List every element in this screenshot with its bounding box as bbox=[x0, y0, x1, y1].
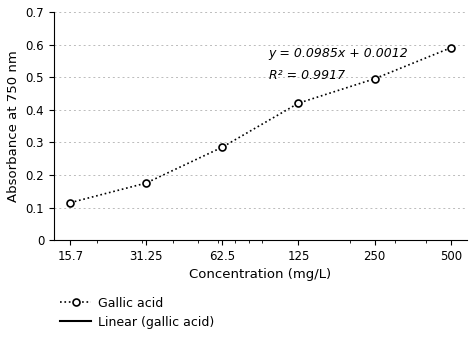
Legend: Gallic acid, Linear (gallic acid): Gallic acid, Linear (gallic acid) bbox=[60, 297, 214, 329]
Text: y = 0.0985x + 0.0012: y = 0.0985x + 0.0012 bbox=[269, 47, 409, 60]
Y-axis label: Absorbance at 750 nm: Absorbance at 750 nm bbox=[7, 50, 20, 202]
X-axis label: Concentration (mg/L): Concentration (mg/L) bbox=[190, 268, 331, 281]
Text: R² = 0.9917: R² = 0.9917 bbox=[269, 69, 345, 82]
